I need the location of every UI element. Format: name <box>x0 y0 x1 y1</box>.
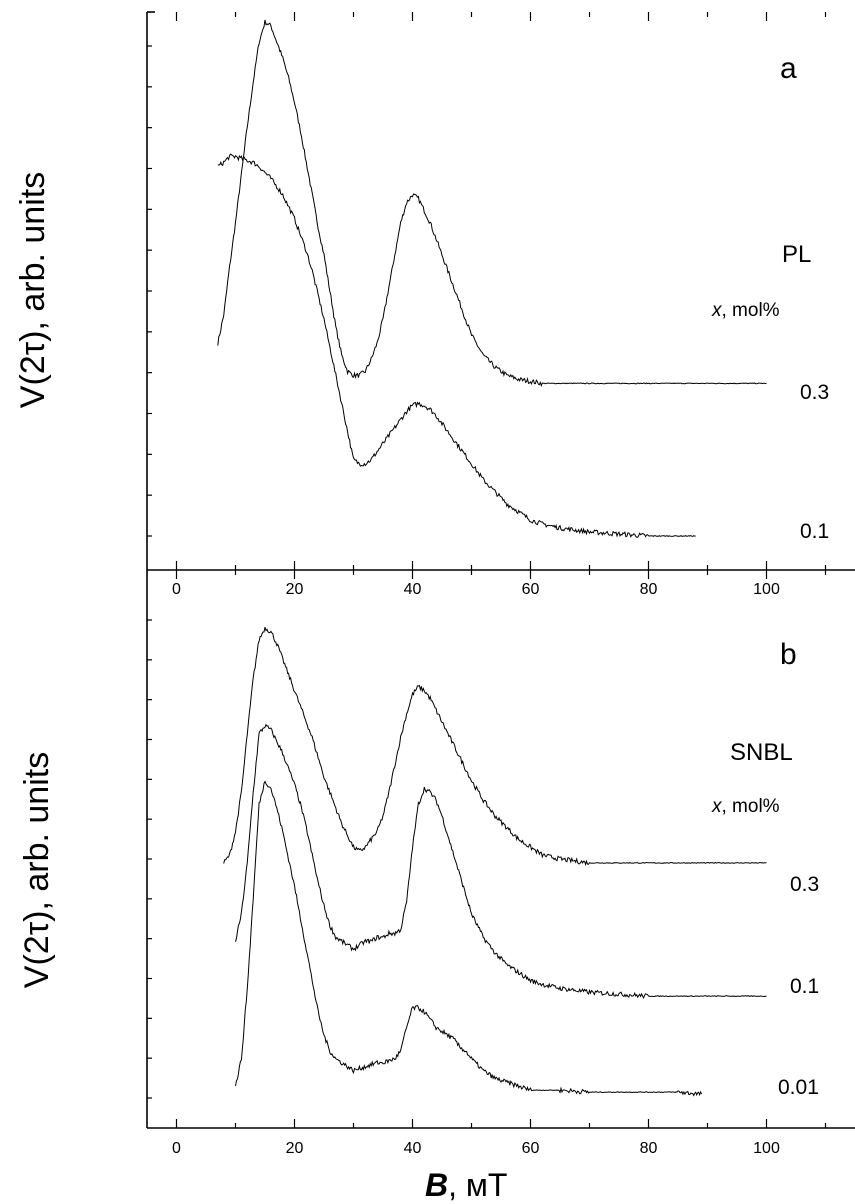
series-line-0_1 <box>217 153 696 538</box>
panel-b-letter: b <box>780 638 797 671</box>
panel-a-legend-title: x, mol% <box>711 300 780 321</box>
panel-a-curve-label-0: 0.3 <box>800 381 829 404</box>
panel-b-curve-label-1: 0.1 <box>790 975 819 998</box>
panel-b-curve-label-2: 0.01 <box>778 1076 819 1099</box>
panel-b-legend-title: x, mol% <box>711 796 780 817</box>
x-tick-label: 0 <box>172 581 181 598</box>
x-tick-label: 40 <box>404 581 422 598</box>
panel-a-legend-unit: , mol% <box>722 300 780 321</box>
x-tick-label: 80 <box>640 581 658 598</box>
panel-b-legend-var: x <box>711 796 723 817</box>
panel-a-letter: a <box>780 52 797 85</box>
series-line-0_3 <box>217 19 767 387</box>
x-tick-label: 100 <box>753 581 780 598</box>
panel-b-ylabel: V(2τ), arb. units <box>18 752 56 988</box>
x-tick-label: 100 <box>753 1140 780 1157</box>
x-tick-label: 20 <box>286 1140 304 1157</box>
x-axis-label: B, мТ <box>425 1167 507 1203</box>
x-tick-label: 0 <box>172 1140 181 1157</box>
panel-b-sample-label: SNBL <box>730 739 793 766</box>
x-axis-var: B <box>425 1167 448 1203</box>
series-line-0_01 <box>235 780 703 1097</box>
panel-b-curve-label-0: 0.3 <box>790 873 819 896</box>
panel-a-legend-var: x <box>711 300 723 321</box>
panel-a-ylabel: V(2τ), arb. units <box>14 172 52 408</box>
x-axis-unit: , мТ <box>448 1167 507 1203</box>
panel-a-sample-label: PL <box>782 241 811 268</box>
series-line-0_3 <box>223 626 767 867</box>
x-tick-label: 80 <box>640 1140 658 1157</box>
panel-a-curve-label-1: 0.1 <box>800 520 829 543</box>
panel-b-plot: 0 20 40 60 80 100 <box>146 570 855 1157</box>
x-tick-label: 20 <box>286 581 304 598</box>
panel-b-legend-unit: , mol% <box>722 796 780 817</box>
x-tick-label: 60 <box>522 581 540 598</box>
x-tick-label: 60 <box>522 1140 540 1157</box>
series-line-0_1 <box>235 723 767 999</box>
x-tick-label: 40 <box>404 1140 422 1157</box>
panel-a-plot: 0 20 40 60 80 100 <box>146 11 855 598</box>
